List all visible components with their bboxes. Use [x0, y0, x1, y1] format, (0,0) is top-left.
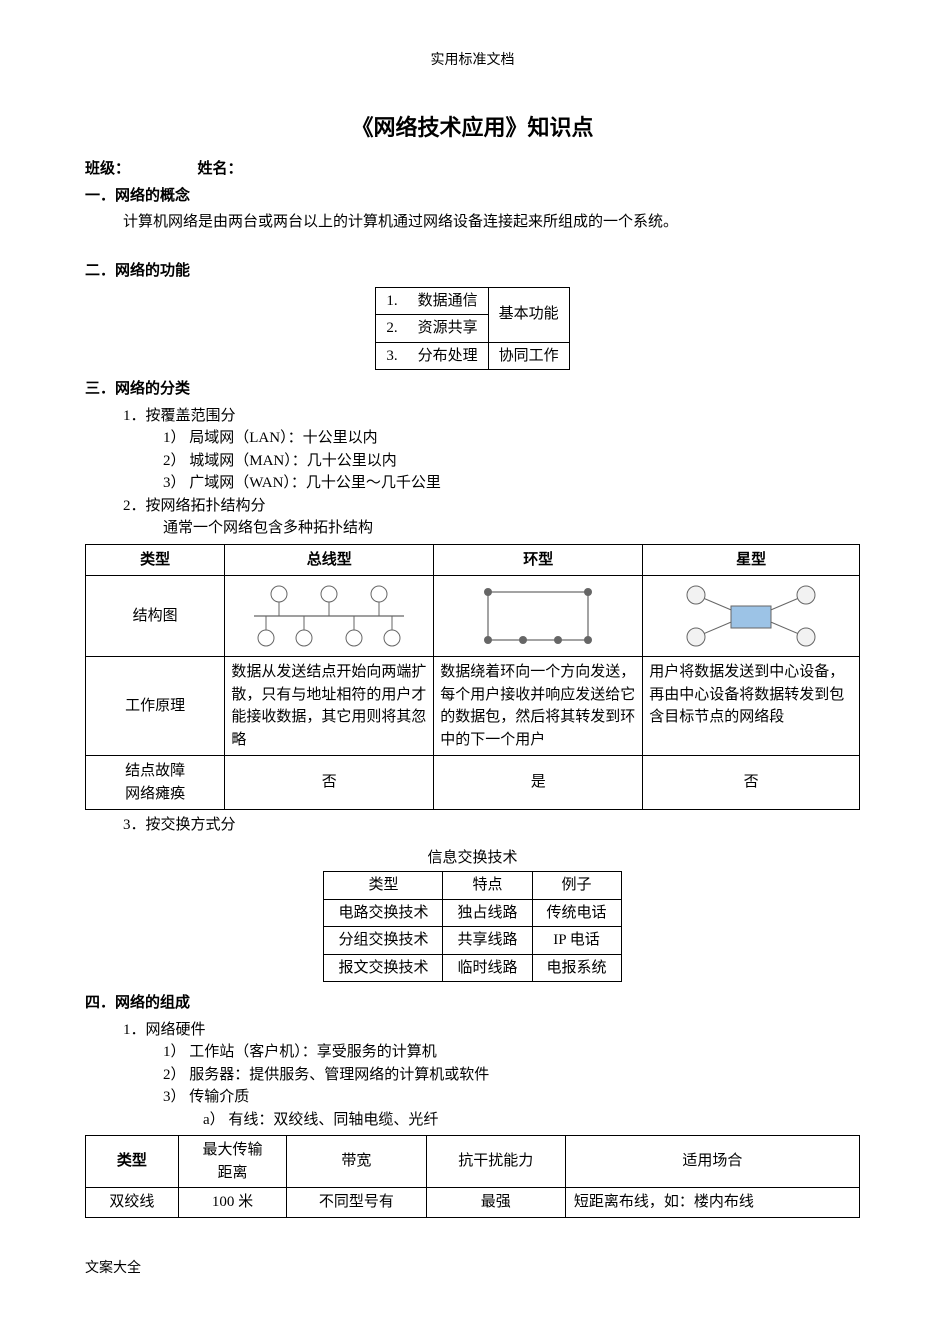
form-line: 班级： 姓名： [85, 158, 860, 181]
subheading: 1．网络硬件 [85, 1019, 860, 1042]
cell-category: 基本功能 [488, 287, 569, 342]
star-diagram [643, 576, 860, 657]
cell-num: 2. [376, 315, 408, 343]
ring-diagram [434, 576, 643, 657]
cell: IP 电话 [532, 927, 621, 955]
topology-table: 类型 总线型 环型 星型 结构图 [85, 544, 860, 811]
cell: 共享线路 [443, 927, 532, 955]
subheading: 1．按覆盖范围分 [85, 405, 860, 428]
table-row: 结点故障 网络瘫痪 否 是 否 [86, 756, 860, 810]
col-header: 类型 [86, 1136, 179, 1188]
table-row: 电路交换技术 独占线路 传统电话 [324, 899, 621, 927]
list-item: 3） 传输介质 [85, 1086, 860, 1109]
col-header: 抗干扰能力 [426, 1136, 565, 1188]
cell: 报文交换技术 [324, 954, 443, 982]
section-1-heading: 一．网络的概念 [85, 185, 860, 208]
cell: 100 米 [178, 1188, 286, 1218]
col-header: 适用场合 [565, 1136, 859, 1188]
cell: 双绞线 [86, 1188, 179, 1218]
col-header: 带宽 [287, 1136, 426, 1188]
list-item: 3） 广域网（WAN）：几十公里～几千公里 [85, 472, 860, 495]
cell: 分组交换技术 [324, 927, 443, 955]
list-item: 2） 城域网（MAN）：几十公里以内 [85, 450, 860, 473]
cell-item: 数据通信 [408, 287, 489, 315]
page-header: 实用标准文档 [85, 50, 860, 71]
page-footer: 文案大全 [85, 1258, 860, 1279]
col-header: 例子 [532, 872, 621, 900]
cell-category: 协同工作 [488, 342, 569, 370]
table-row: 类型 总线型 环型 星型 [86, 544, 860, 576]
table-row: 结构图 [86, 576, 860, 657]
section-3-heading: 三．网络的分类 [85, 378, 860, 401]
cell-fault-ring: 是 [434, 756, 643, 810]
table-row: 类型 最大传输 距离 带宽 抗干扰能力 适用场合 [86, 1136, 860, 1188]
list-item: 2） 服务器：提供服务、管理网络的计算机或软件 [85, 1064, 860, 1087]
cell: 不同型号有 [287, 1188, 426, 1218]
subheading: 2．按网络拓扑结构分 [85, 495, 860, 518]
section-2-heading: 二．网络的功能 [85, 260, 860, 283]
table-row: 工作原理 数据从发送结点开始向两端扩散，只有与地址相符的用户才能接收数据，其它用… [86, 657, 860, 756]
table-row: 3. 分布处理 协同工作 [376, 342, 569, 370]
col-header: 类型 [86, 544, 225, 576]
cell-fault-star: 否 [643, 756, 860, 810]
page-title: 《网络技术应用》知识点 [85, 111, 860, 144]
col-header: 总线型 [225, 544, 434, 576]
col-header: 特点 [443, 872, 532, 900]
col-header: 星型 [643, 544, 860, 576]
col-header: 最大传输 距离 [178, 1136, 286, 1188]
cell-fault-bus: 否 [225, 756, 434, 810]
table-row: 报文交换技术 临时线路 电报系统 [324, 954, 621, 982]
cell: 最强 [426, 1188, 565, 1218]
cell: 独占线路 [443, 899, 532, 927]
table-row: 双绞线 100 米 不同型号有 最强 短距离布线，如：楼内布线 [86, 1188, 860, 1218]
class-label: 班级： [85, 161, 130, 177]
row-label: 结点故障 网络瘫痪 [86, 756, 225, 810]
cell: 临时线路 [443, 954, 532, 982]
cell-item: 资源共享 [408, 315, 489, 343]
switch-caption: 信息交换技术 [85, 847, 860, 870]
list-item: 1） 局域网（LAN）：十公里以内 [85, 427, 860, 450]
table-row: 分组交换技术 共享线路 IP 电话 [324, 927, 621, 955]
cell: 电路交换技术 [324, 899, 443, 927]
row-label: 工作原理 [86, 657, 225, 756]
cell-principle-ring: 数据绕着环向一个方向发送，每个用户接收并响应发送给它的数据包，然后将其转发到环中… [434, 657, 643, 756]
cell-num: 1. [376, 287, 408, 315]
row-label: 结构图 [86, 576, 225, 657]
cell-principle-bus: 数据从发送结点开始向两端扩散，只有与地址相符的用户才能接收数据，其它用则将其忽略 [225, 657, 434, 756]
cell-item: 分布处理 [408, 342, 489, 370]
section-4-heading: 四．网络的组成 [85, 992, 860, 1015]
switching-table: 类型 特点 例子 电路交换技术 独占线路 传统电话 分组交换技术 共享线路 IP… [323, 871, 621, 982]
cell: 传统电话 [532, 899, 621, 927]
section-1-text: 计算机网络是由两台或两台以上的计算机通过网络设备连接起来所组成的一个系统。 [85, 211, 860, 234]
functions-table: 1. 数据通信 基本功能 2. 资源共享 3. 分布处理 协同工作 [375, 287, 569, 371]
list-item: a） 有线：双绞线、同轴电缆、光纤 [85, 1109, 860, 1132]
list-item: 1） 工作站（客户机）：享受服务的计算机 [85, 1041, 860, 1064]
note: 通常一个网络包含多种拓扑结构 [85, 517, 860, 540]
table-row: 1. 数据通信 基本功能 [376, 287, 569, 315]
col-header: 环型 [434, 544, 643, 576]
cell: 电报系统 [532, 954, 621, 982]
bus-diagram [225, 576, 434, 657]
col-header: 类型 [324, 872, 443, 900]
subheading: 3．按交换方式分 [85, 814, 860, 837]
cell: 短距离布线，如：楼内布线 [565, 1188, 859, 1218]
cell-principle-star: 用户将数据发送到中心设备，再由中心设备将数据转发到包含目标节点的网络段 [643, 657, 860, 756]
name-label: 姓名： [198, 161, 243, 177]
media-table: 类型 最大传输 距离 带宽 抗干扰能力 适用场合 双绞线 100 米 不同型号有… [85, 1135, 860, 1218]
table-row: 类型 特点 例子 [324, 872, 621, 900]
cell-num: 3. [376, 342, 408, 370]
